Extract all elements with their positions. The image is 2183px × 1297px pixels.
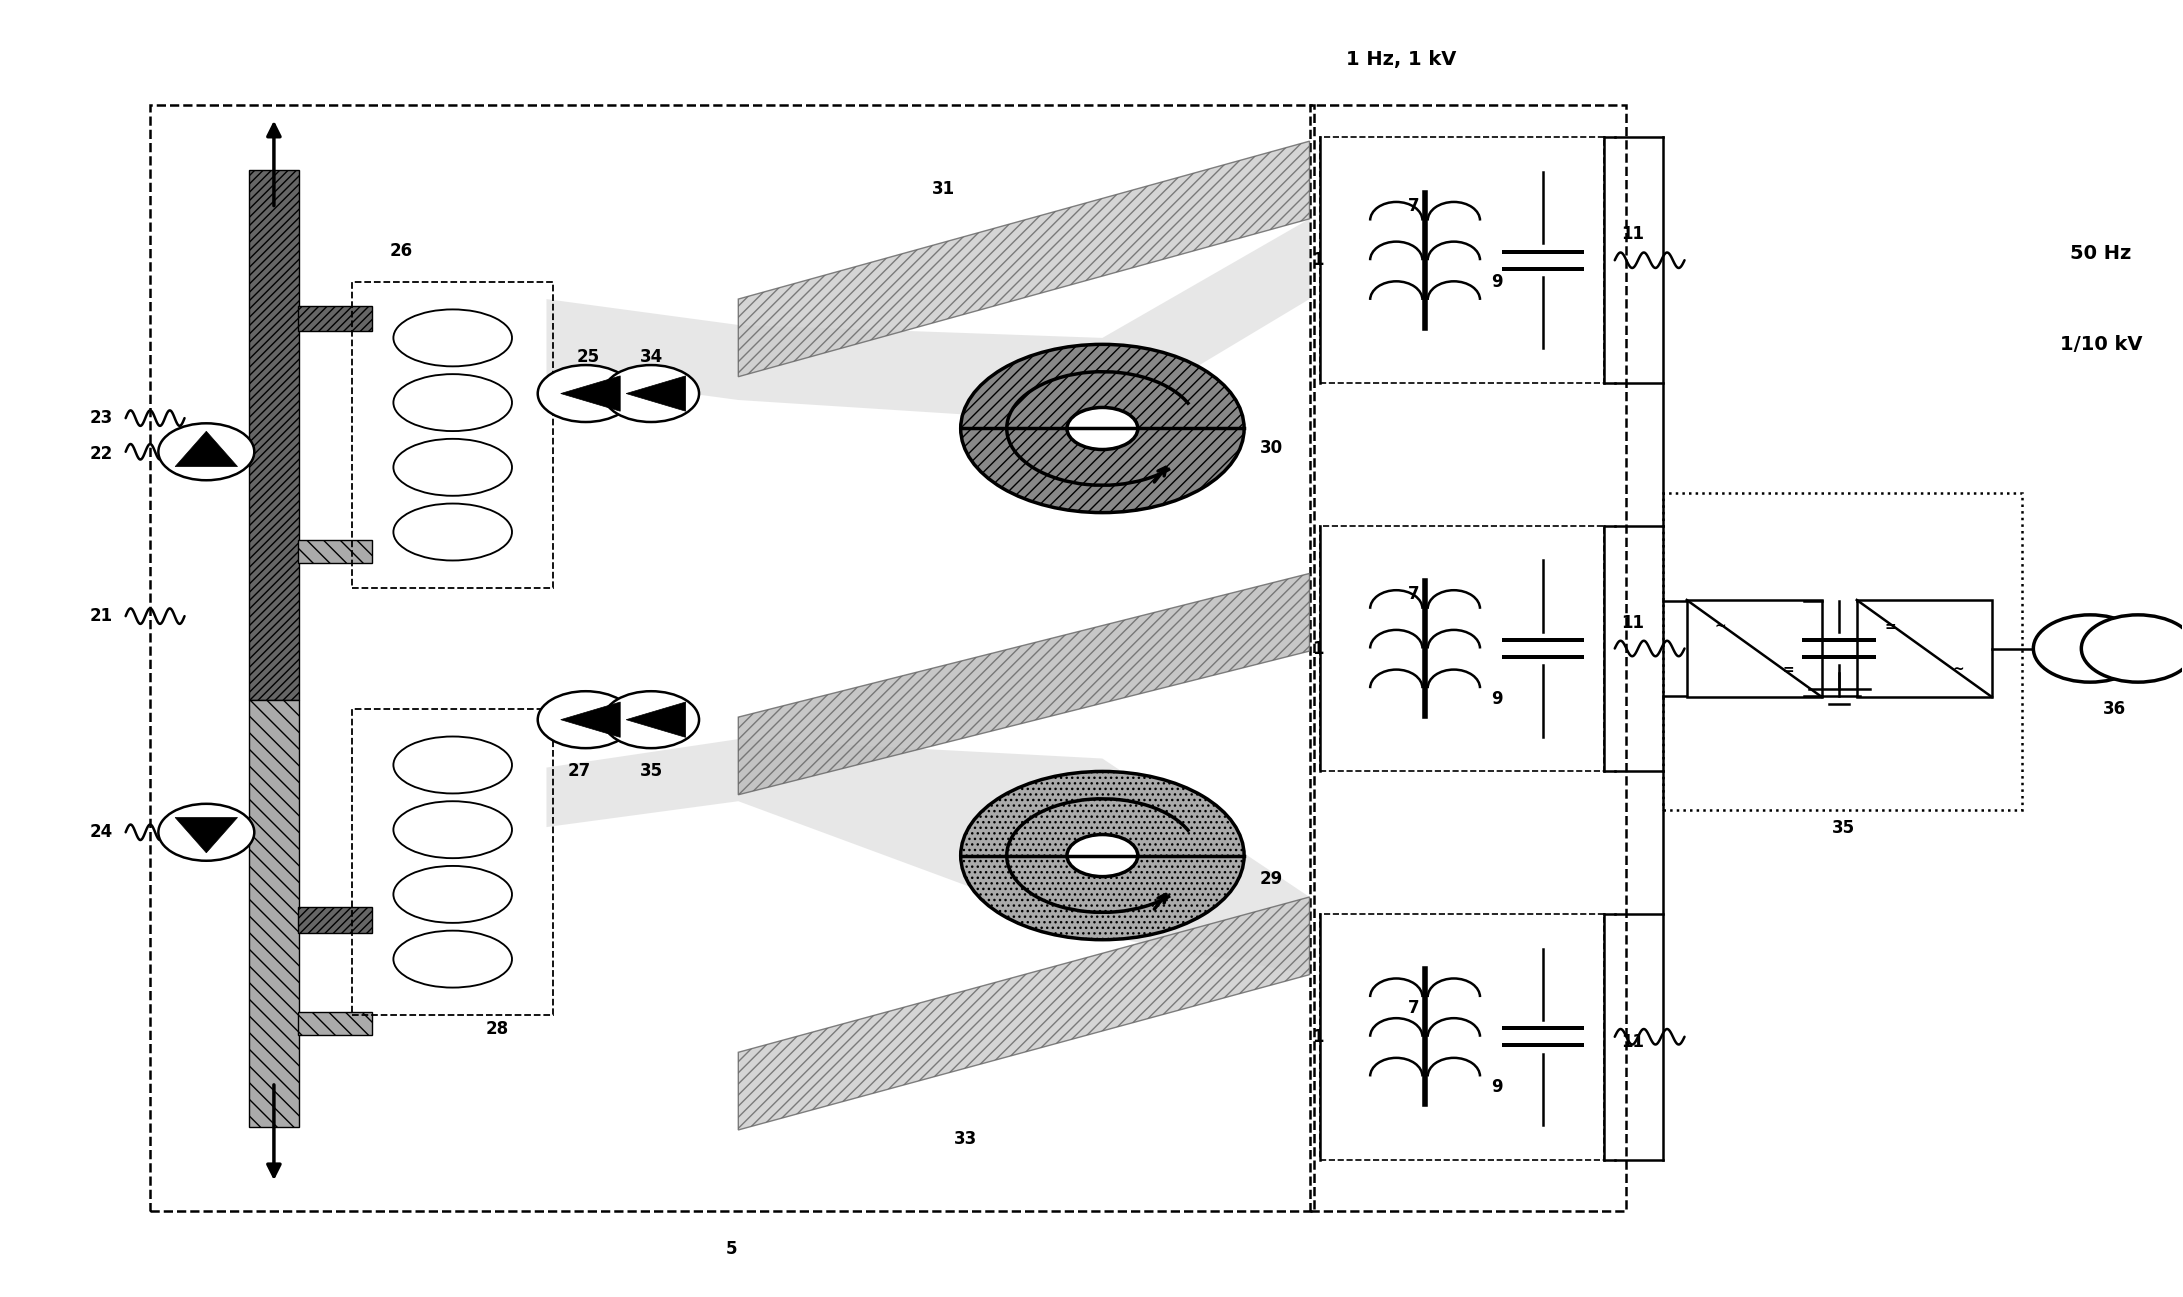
Text: 25: 25 [576,349,600,366]
Polygon shape [546,219,1310,423]
Polygon shape [546,739,1310,974]
Polygon shape [738,898,1310,1130]
Bar [297,1012,371,1035]
Bar [1858,601,1991,696]
Bar [297,540,371,563]
Text: 21: 21 [90,607,114,625]
Text: 35: 35 [1832,820,1856,838]
Circle shape [537,691,633,748]
Text: ~: ~ [1714,620,1727,634]
Polygon shape [627,376,685,411]
Bar [351,709,552,1014]
Text: 7: 7 [1408,197,1419,215]
Text: 11: 11 [1622,1032,1644,1051]
Bar [249,170,299,700]
Text: 1: 1 [1312,1027,1323,1045]
Text: 26: 26 [389,243,413,261]
Text: 31: 31 [932,180,954,198]
Bar [151,105,1314,1211]
Circle shape [2032,615,2146,682]
Text: 50 Hz: 50 Hz [2069,244,2131,263]
Circle shape [603,364,699,422]
Text: ~: ~ [1952,663,1965,677]
Text: 9: 9 [1491,274,1502,291]
Circle shape [537,364,633,422]
Circle shape [2080,615,2183,682]
Text: 1 Hz, 1 kV: 1 Hz, 1 kV [1347,51,1456,69]
Bar [351,283,552,588]
Text: 28: 28 [485,1019,509,1038]
Bar [249,700,299,1127]
Text: 11: 11 [1622,226,1644,244]
Bar [1310,105,1626,1211]
Text: =: = [1884,620,1897,634]
Text: 9: 9 [1491,1078,1502,1096]
Bar [1321,137,1605,383]
Circle shape [159,804,253,861]
Text: 1: 1 [1312,639,1323,658]
Text: 23: 23 [90,409,114,427]
Polygon shape [738,573,1310,795]
Text: 29: 29 [1260,870,1284,888]
Text: 30: 30 [1260,438,1281,457]
Text: 7: 7 [1408,585,1419,603]
Text: =: = [1781,663,1794,677]
Bar [297,908,371,934]
Polygon shape [561,376,620,411]
Circle shape [961,345,1244,512]
Text: 34: 34 [640,349,664,366]
Polygon shape [175,432,238,467]
Text: 24: 24 [90,824,114,842]
Circle shape [159,423,253,480]
Text: 22: 22 [90,445,114,463]
Circle shape [1067,407,1137,450]
Text: 32: 32 [987,825,1011,843]
Text: 35: 35 [640,763,664,781]
Bar [1687,601,1823,696]
Bar [1321,525,1605,772]
Bar [297,306,371,332]
Text: 11: 11 [1622,613,1644,632]
Circle shape [1067,834,1137,877]
Text: 9: 9 [1491,690,1502,708]
Text: 1/10 kV: 1/10 kV [2061,335,2142,354]
Text: 36: 36 [2102,700,2126,719]
Text: 5: 5 [727,1240,738,1258]
Polygon shape [561,702,620,737]
Bar [1663,493,2021,811]
Polygon shape [175,817,238,853]
Polygon shape [738,141,1310,376]
Circle shape [603,691,699,748]
Text: 27: 27 [568,763,592,781]
Text: 33: 33 [954,1130,976,1148]
Text: 7: 7 [1408,1000,1419,1017]
Text: 1: 1 [1312,252,1323,270]
Polygon shape [627,702,685,737]
Bar [1321,914,1605,1160]
Circle shape [961,772,1244,940]
